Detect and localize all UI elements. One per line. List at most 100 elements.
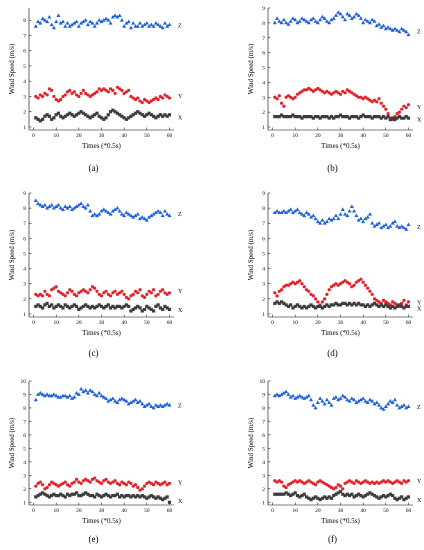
data-point [118,291,122,295]
data-point [151,405,156,410]
data-point [284,210,289,215]
data-point [102,306,106,310]
data-point [133,306,138,310]
data-point [334,301,338,305]
data-point [295,20,300,25]
data-point [115,292,119,296]
x-tick-label: 10 [292,320,298,326]
data-point [92,24,97,28]
data-point [52,286,56,290]
data-point [147,289,151,293]
data-point [63,303,67,307]
data-point [81,111,85,115]
data-point [293,208,298,213]
data-point [306,211,311,216]
data-point [90,114,95,118]
data-point [386,115,390,119]
data-point [97,493,101,498]
data-point [149,113,153,117]
data-point [375,100,379,104]
data-point [332,91,336,95]
data-point [161,96,165,100]
data-point [304,495,309,499]
data-point [302,492,306,496]
data-point [272,20,277,25]
data-point [38,119,42,123]
data-point [67,24,72,28]
data-point [68,484,72,488]
data-point [368,304,372,309]
data-point [129,495,133,499]
data-point [365,214,370,219]
data-point [359,303,363,307]
data-point [72,205,77,210]
data-point [367,20,372,25]
data-point [359,115,363,119]
data-point [86,93,90,97]
data-point [106,399,111,403]
data-point [391,116,395,120]
data-point [331,16,336,20]
data-point [138,21,143,25]
data-point [122,24,127,28]
data-point [167,481,172,486]
y-axis-label: Wind Speed (m/s) [247,43,255,94]
data-point [61,292,65,296]
data-point [70,207,75,212]
data-point [361,219,366,224]
data-point [158,289,163,293]
data-point [379,225,384,230]
data-point [333,13,338,17]
data-point [311,403,316,407]
data-point [158,210,163,215]
data-point [279,20,284,25]
data-point [334,485,338,490]
data-point [289,282,293,286]
data-point [77,493,81,498]
data-point [384,495,388,499]
data-point [158,403,163,407]
data-point [93,476,97,480]
data-point [120,306,124,310]
data-point [288,19,293,23]
data-point [115,400,120,404]
data-point [113,110,117,114]
data-point [343,394,348,399]
data-point [386,304,390,309]
data-point [299,16,304,20]
data-point [111,291,115,295]
data-point [99,208,104,213]
x-tick-label: 0 [32,508,35,514]
y-tick-label: 1 [23,500,26,506]
data-point [124,493,129,498]
data-point [135,24,140,28]
data-point [309,292,313,296]
series-label-z: Z [417,405,421,411]
data-point [115,111,119,115]
x-tick-label: 10 [292,508,298,514]
data-point [377,496,381,500]
data-point [56,289,61,293]
data-point [145,304,149,309]
data-point [384,300,388,304]
x-tick-label: 30 [338,508,344,514]
x-tick-label: 40 [360,133,366,139]
data-point [47,114,51,118]
data-point [323,495,327,499]
data-point [313,19,318,23]
series-z [33,198,172,222]
data-point [63,480,67,484]
y-tick-label: 8 [262,206,265,212]
data-point [372,115,377,119]
data-point [51,25,56,30]
data-point [341,115,345,119]
x-tick-label: 40 [121,320,127,326]
data-point [354,493,358,498]
data-point [384,303,388,307]
data-point [74,19,79,24]
data-point [282,115,286,119]
data-point [336,91,340,95]
data-point [336,115,340,119]
data-point [347,399,352,403]
data-point [156,303,160,307]
